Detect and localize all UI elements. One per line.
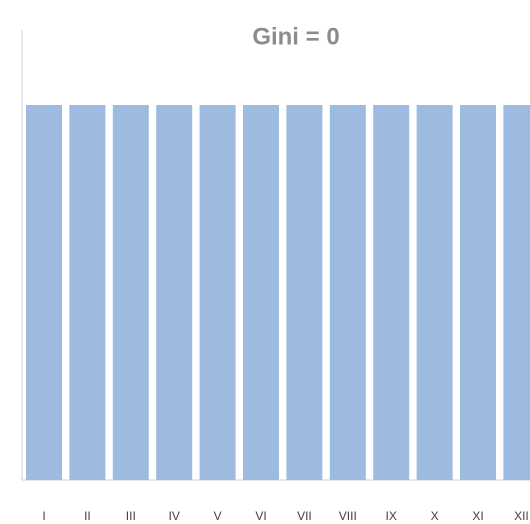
bar [460, 105, 496, 480]
bar [69, 105, 106, 480]
bar [156, 105, 193, 480]
bar [243, 105, 279, 480]
x-tick-label: VII [297, 509, 312, 523]
chart-title: Gini = 0 [252, 23, 339, 50]
x-tick-label: V [214, 509, 222, 523]
x-tick-label: XI [472, 509, 483, 523]
x-tick-label: XII [514, 509, 529, 523]
bar [373, 105, 410, 480]
bar [26, 105, 62, 480]
x-tick-label: II [84, 509, 91, 523]
bar [112, 105, 149, 480]
x-tick-label: VI [255, 509, 266, 523]
x-tick-label: VIII [339, 509, 357, 523]
bar [329, 105, 366, 480]
bar [416, 105, 453, 480]
bar [286, 105, 323, 480]
bar [199, 105, 236, 480]
x-tick-label: IV [169, 509, 180, 523]
x-tick-label: III [126, 509, 136, 523]
bar [503, 105, 530, 480]
x-tick-label: I [42, 509, 45, 523]
x-tick-label: IX [386, 509, 397, 523]
x-tick-label: X [431, 509, 439, 523]
